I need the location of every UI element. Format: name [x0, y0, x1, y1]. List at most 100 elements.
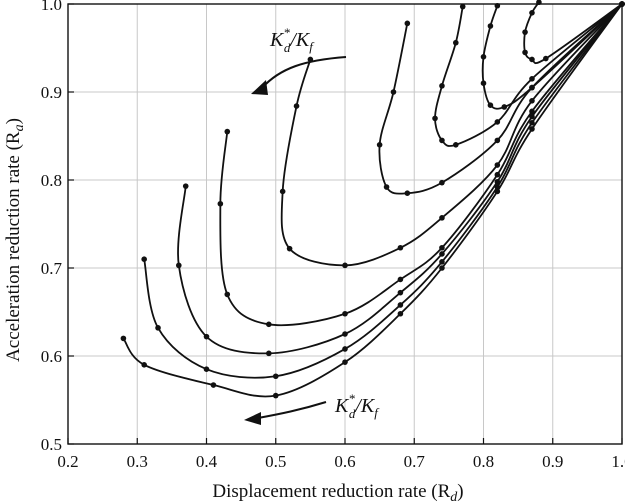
data-point — [529, 126, 535, 132]
data-point — [487, 23, 494, 29]
data-point — [120, 335, 127, 342]
data-point — [224, 128, 231, 135]
annotation-top: K* d/Kf — [269, 25, 315, 55]
y-tick-label: 1.0 — [41, 0, 62, 14]
x-axis-title: Displacement reduction rate (Rd) — [212, 481, 463, 503]
x-tick-label: 0.2 — [57, 452, 78, 471]
data-point — [439, 259, 445, 265]
series-1 — [120, 1, 625, 399]
data-point — [453, 142, 459, 148]
data-point — [266, 350, 272, 357]
data-point — [217, 200, 224, 207]
data-point — [342, 346, 348, 352]
data-point — [272, 392, 279, 399]
data-point — [342, 359, 348, 365]
data-point — [494, 137, 501, 144]
y-tick-label: 0.7 — [41, 259, 63, 278]
data-point — [141, 362, 147, 368]
series-5 — [279, 1, 625, 269]
data-point — [439, 137, 445, 144]
y-tick-label: 0.8 — [41, 171, 62, 190]
data-point — [383, 184, 390, 190]
data-point — [529, 84, 535, 91]
data-point — [397, 302, 404, 308]
data-point — [279, 188, 286, 195]
data-point — [390, 89, 397, 95]
data-point — [342, 331, 348, 337]
series-2 — [141, 1, 625, 380]
data-point — [182, 183, 189, 189]
annotation-top-arrow-line — [261, 56, 347, 89]
series-line — [280, 3, 623, 267]
data-point — [397, 276, 404, 283]
data-point — [272, 373, 279, 380]
data-point — [286, 245, 293, 252]
x-tick-label: 0.3 — [127, 452, 148, 471]
data-point — [266, 321, 272, 328]
data-point — [397, 310, 404, 317]
data-point — [522, 49, 528, 56]
y-axis-title: Acceleration reduction rate (Ra) — [3, 118, 27, 362]
x-tick-label: 0.7 — [404, 452, 426, 471]
data-point — [176, 262, 182, 269]
series-line — [143, 3, 623, 379]
data-point — [439, 251, 445, 257]
x-tick-label: 0.4 — [196, 452, 218, 471]
data-point — [224, 291, 231, 298]
data-point — [376, 142, 383, 148]
x-tick-label: 0.9 — [542, 452, 563, 471]
data-point — [404, 190, 411, 196]
data-point — [439, 179, 445, 186]
ticks: 0.2 0.3 0.4 0.5 0.6 0.7 0.8 0.9 1.0 0.5 0.6 0.7 0.8 0… — [41, 0, 625, 471]
data-point — [494, 171, 501, 178]
data-point — [529, 108, 535, 115]
annotation-bottom-arrowhead — [244, 412, 261, 425]
data-point — [487, 102, 494, 108]
y-tick-label: 0.9 — [41, 83, 62, 102]
series-3 — [176, 1, 625, 357]
data-point — [529, 98, 535, 104]
data-point — [494, 178, 501, 185]
data-point — [203, 333, 210, 340]
data-point — [529, 120, 535, 126]
data-point — [494, 184, 501, 190]
data-point — [397, 244, 404, 251]
data-point — [404, 20, 411, 27]
data-point — [141, 256, 147, 263]
annotation-bottom: K* d/Kf — [334, 391, 380, 421]
series-7 — [432, 1, 625, 148]
series-line — [177, 3, 623, 355]
annotation-top-arrowhead — [251, 80, 268, 95]
y-tick-label: 0.6 — [41, 347, 62, 366]
data-point — [529, 113, 535, 120]
data-point — [155, 325, 161, 331]
data-point — [543, 55, 549, 62]
series-group — [120, 0, 625, 399]
x-tick-label: 0.6 — [334, 452, 355, 471]
data-point — [293, 103, 300, 109]
y-tick-label: 0.5 — [41, 435, 62, 454]
annotation-bottom-arrow-line — [257, 401, 327, 419]
data-point — [210, 382, 217, 388]
data-point — [522, 29, 528, 35]
data-point — [203, 366, 210, 373]
data-point — [529, 76, 535, 82]
data-point — [480, 54, 487, 60]
data-point — [439, 83, 445, 89]
x-tick-label: 0.5 — [265, 452, 286, 471]
x-tick-label: 1.0 — [611, 452, 625, 471]
series-line — [219, 3, 623, 327]
series-line — [481, 3, 623, 110]
data-point — [480, 80, 487, 86]
data-point — [529, 56, 535, 63]
data-point — [342, 310, 348, 317]
data-point — [494, 162, 501, 168]
data-point — [459, 3, 466, 10]
data-point — [432, 115, 438, 122]
grid — [67, 3, 623, 445]
data-point — [397, 289, 404, 296]
data-point — [494, 119, 501, 125]
data-point — [529, 10, 535, 16]
data-point — [439, 215, 445, 221]
